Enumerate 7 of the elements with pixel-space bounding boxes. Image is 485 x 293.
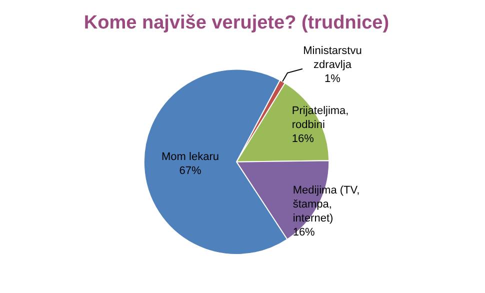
slice-label: Ministarstvu zdravlja [303, 44, 362, 71]
data-label: 16% [292, 226, 316, 239]
chart-title: Kome najviše verujete? (trudnice) [84, 12, 390, 34]
data-label: 1% [324, 72, 341, 85]
data-label: 16% [292, 132, 314, 145]
slice-label: Mom lekaru [162, 151, 219, 164]
data-label: 67% [179, 165, 202, 178]
